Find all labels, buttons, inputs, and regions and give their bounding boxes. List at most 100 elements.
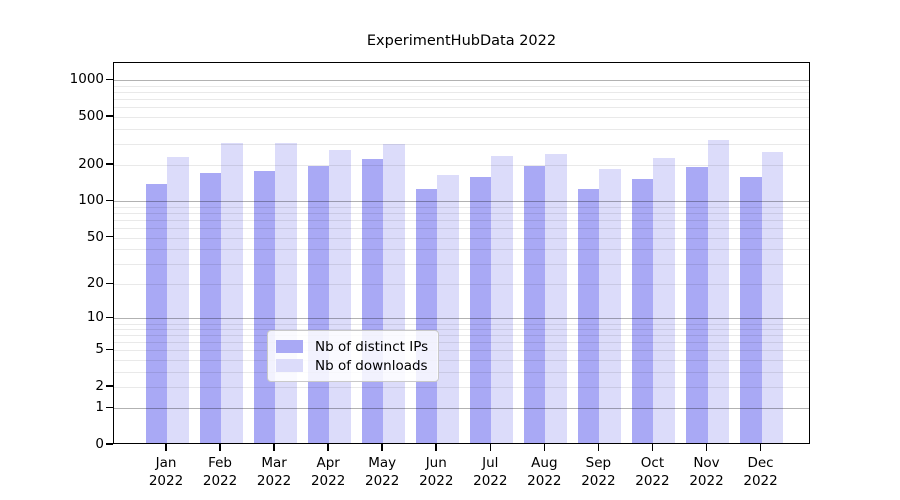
- legend-swatch-distinct-ips: [276, 340, 303, 353]
- minor-gridline-300: [114, 143, 809, 145]
- minor-gridline-20: [114, 284, 809, 286]
- bar-nb-of-distinct-ips-dec-2022: [740, 176, 762, 443]
- minor-gridline-70: [114, 220, 809, 222]
- bar-nb-of-downloads-feb-2022: [221, 142, 243, 443]
- bar-nb-of-downloads-aug-2022: [545, 154, 567, 443]
- minor-gridline-900: [114, 86, 809, 87]
- y-tick-0: [106, 443, 113, 445]
- major-gridline-10: [114, 318, 809, 320]
- y-tick-label-0: 0: [95, 436, 104, 452]
- minor-gridline-6: [114, 342, 809, 344]
- legend-item-downloads: Nb of downloads: [276, 356, 428, 375]
- y-tick-1: [106, 406, 113, 409]
- bar-nb-of-downloads-apr-2022: [329, 149, 351, 443]
- bar-nb-of-downloads-oct-2022: [653, 158, 675, 443]
- x-tick-jan-2022: [165, 444, 167, 451]
- minor-gridline-4: [114, 360, 809, 362]
- y-tick-label-100: 100: [78, 192, 104, 209]
- bar-nb-of-downloads-sep-2022: [599, 169, 621, 443]
- minor-gridline-3: [114, 371, 809, 373]
- bar-nb-of-distinct-ips-jan-2022: [145, 184, 167, 443]
- legend-item-distinct-ips: Nb of distinct IPs: [276, 337, 428, 356]
- y-tick-label-2: 2: [95, 378, 104, 395]
- bar-nb-of-distinct-ips-oct-2022: [631, 178, 654, 443]
- x-tick-label-dec-2022: Dec 2022: [743, 455, 778, 489]
- bar-nb-of-downloads-nov-2022: [707, 139, 729, 443]
- bar-nb-of-distinct-ips-sep-2022: [577, 189, 600, 443]
- x-tick-aug-2022: [543, 444, 546, 451]
- minor-gridline-800: [114, 92, 809, 94]
- y-tick-5: [106, 348, 113, 351]
- x-tick-label-may-2022: May 2022: [365, 455, 400, 489]
- bar-nb-of-downloads-mar-2022: [275, 142, 297, 443]
- y-tick-500: [106, 115, 113, 117]
- x-tick-label-feb-2022: Feb 2022: [202, 455, 238, 489]
- y-tick-200: [106, 163, 113, 165]
- y-tick-50: [106, 235, 113, 238]
- minor-gridline-400: [114, 128, 809, 130]
- y-tick-label-5: 5: [95, 341, 104, 358]
- y-tick-20: [106, 282, 113, 285]
- legend-label-downloads: Nb of downloads: [315, 357, 428, 374]
- x-tick-label-apr-2022: Apr 2022: [310, 455, 346, 489]
- bar-nb-of-downloads-jan-2022: [167, 156, 189, 443]
- y-tick-label-1: 1: [95, 399, 104, 416]
- minor-gridline-8: [114, 329, 809, 331]
- minor-gridline-2: [114, 387, 809, 389]
- bar-nb-of-distinct-ips-jul-2022: [469, 176, 492, 443]
- y-tick-label-10: 10: [86, 309, 104, 326]
- minor-gridline-200: [114, 165, 809, 167]
- x-tick-may-2022: [381, 444, 383, 451]
- minor-gridline-50: [114, 237, 809, 239]
- minor-gridline-90: [114, 206, 809, 208]
- legend: Nb of distinct IPs Nb of downloads: [267, 330, 440, 382]
- major-gridline-1: [114, 408, 809, 410]
- legend-label-distinct-ips: Nb of distinct IPs: [315, 338, 429, 355]
- y-tick-2: [106, 385, 113, 387]
- bar-nb-of-distinct-ips-aug-2022: [523, 165, 546, 443]
- minor-gridline-700: [114, 99, 809, 101]
- x-tick-label-oct-2022: Oct 2022: [635, 455, 670, 489]
- plot-area: [113, 62, 810, 444]
- minor-gridline-600: [114, 107, 809, 109]
- x-tick-dec-2022: [759, 444, 762, 451]
- x-tick-label-nov-2022: Nov 2022: [689, 455, 724, 489]
- x-tick-nov-2022: [705, 444, 708, 451]
- minor-gridline-7: [114, 335, 809, 337]
- minor-gridline-9: [114, 323, 809, 325]
- x-tick-label-jan-2022: Jan 2022: [148, 455, 184, 489]
- bar-nb-of-downloads-jul-2022: [491, 156, 513, 443]
- y-tick-1000: [106, 78, 113, 81]
- y-tick-label-20: 20: [86, 275, 104, 292]
- minor-gridline-40: [114, 249, 809, 251]
- bar-nb-of-distinct-ips-nov-2022: [686, 166, 708, 443]
- y-tick-label-1000: 1000: [69, 71, 104, 88]
- minor-gridline-80: [114, 213, 809, 215]
- x-tick-label-jul-2022: Jul 2022: [473, 455, 508, 489]
- y-tick-label-500: 500: [78, 107, 104, 124]
- x-tick-oct-2022: [651, 444, 654, 451]
- y-tick-label-200: 200: [78, 156, 104, 173]
- x-tick-jul-2022: [489, 444, 492, 451]
- x-tick-feb-2022: [219, 444, 221, 451]
- y-tick-10: [106, 316, 113, 319]
- legend-swatch-downloads: [276, 359, 303, 372]
- x-tick-label-jun-2022: Jun 2022: [419, 455, 454, 489]
- x-tick-mar-2022: [273, 444, 275, 451]
- minor-gridline-60: [114, 228, 809, 230]
- x-tick-label-aug-2022: Aug 2022: [527, 455, 562, 489]
- bar-nb-of-downloads-may-2022: [383, 143, 405, 443]
- minor-gridline-500: [114, 116, 809, 118]
- major-gridline-100: [114, 201, 809, 203]
- chart-title: ExperimentHubData 2022: [366, 33, 557, 49]
- y-tick-label-50: 50: [86, 228, 104, 245]
- minor-gridline-30: [114, 263, 809, 265]
- x-tick-label-sep-2022: Sep 2022: [581, 455, 616, 489]
- bar-nb-of-distinct-ips-feb-2022: [199, 172, 222, 443]
- x-tick-sep-2022: [597, 444, 600, 451]
- x-tick-label-mar-2022: Mar 2022: [256, 455, 292, 489]
- bar-nb-of-downloads-jun-2022: [437, 174, 459, 443]
- x-tick-apr-2022: [327, 444, 329, 451]
- bar-nb-of-downloads-dec-2022: [761, 151, 784, 443]
